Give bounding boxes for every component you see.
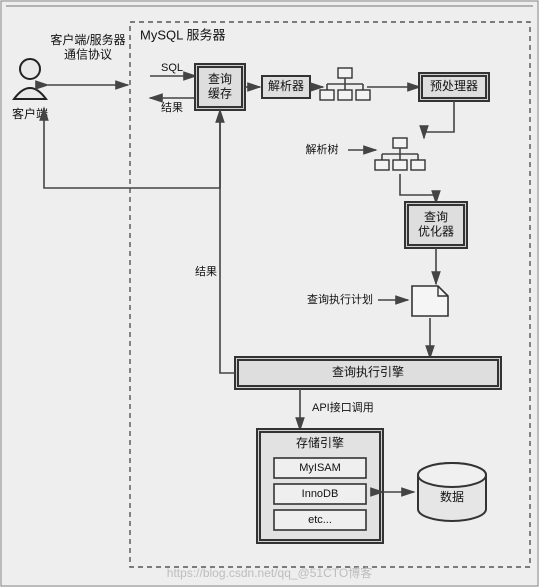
parse-tree-2-leaf2 bbox=[411, 160, 425, 170]
sql-label: SQL bbox=[161, 62, 183, 74]
preprocessor-label: 预处理器 bbox=[430, 79, 478, 93]
plan-doc-icon bbox=[412, 286, 448, 316]
optimizer-label: 优化器 bbox=[418, 224, 454, 238]
storage-item-label-0: MyISAM bbox=[299, 462, 341, 474]
executor-label: 查询执行引擎 bbox=[332, 364, 404, 379]
watermark: https://blog.csdn.net/qq_@51CTO博客 bbox=[167, 565, 372, 580]
storage-item-label-2: etc... bbox=[308, 514, 332, 526]
client-head-icon bbox=[20, 59, 40, 79]
api-call-label: API接口调用 bbox=[312, 401, 374, 414]
protocol-label: 通信协议 bbox=[64, 46, 112, 61]
data-cylinder-top bbox=[418, 463, 486, 487]
optimizer-label: 查询 bbox=[424, 210, 448, 224]
parse-tree-label: 解析树 bbox=[306, 142, 339, 156]
result2-label: 结果 bbox=[195, 265, 217, 278]
parse-tree-1-root bbox=[338, 68, 352, 78]
data-label: 数据 bbox=[440, 489, 464, 504]
parse-tree-1-leaf1 bbox=[338, 90, 352, 100]
parse-tree-1-leaf0 bbox=[320, 90, 334, 100]
query-plan-label: 查询执行计划 bbox=[307, 292, 373, 306]
result-label: 结果 bbox=[161, 101, 183, 114]
storage-title: 存储引擎 bbox=[296, 435, 344, 450]
parser-label: 解析器 bbox=[268, 79, 304, 93]
parse-tree-2-leaf1 bbox=[393, 160, 407, 170]
query-cache-label: 缓存 bbox=[208, 86, 232, 100]
query-cache-label: 查询 bbox=[208, 72, 232, 86]
server-title: MySQL 服务器 bbox=[140, 27, 225, 42]
parse-tree-2-leaf0 bbox=[375, 160, 389, 170]
parse-tree-2-root bbox=[393, 138, 407, 148]
protocol-label: 客户端/服务器 bbox=[50, 32, 125, 47]
parse-tree-1-leaf2 bbox=[356, 90, 370, 100]
storage-item-label-1: InnoDB bbox=[302, 488, 339, 500]
client-label: 客户端 bbox=[12, 106, 48, 121]
